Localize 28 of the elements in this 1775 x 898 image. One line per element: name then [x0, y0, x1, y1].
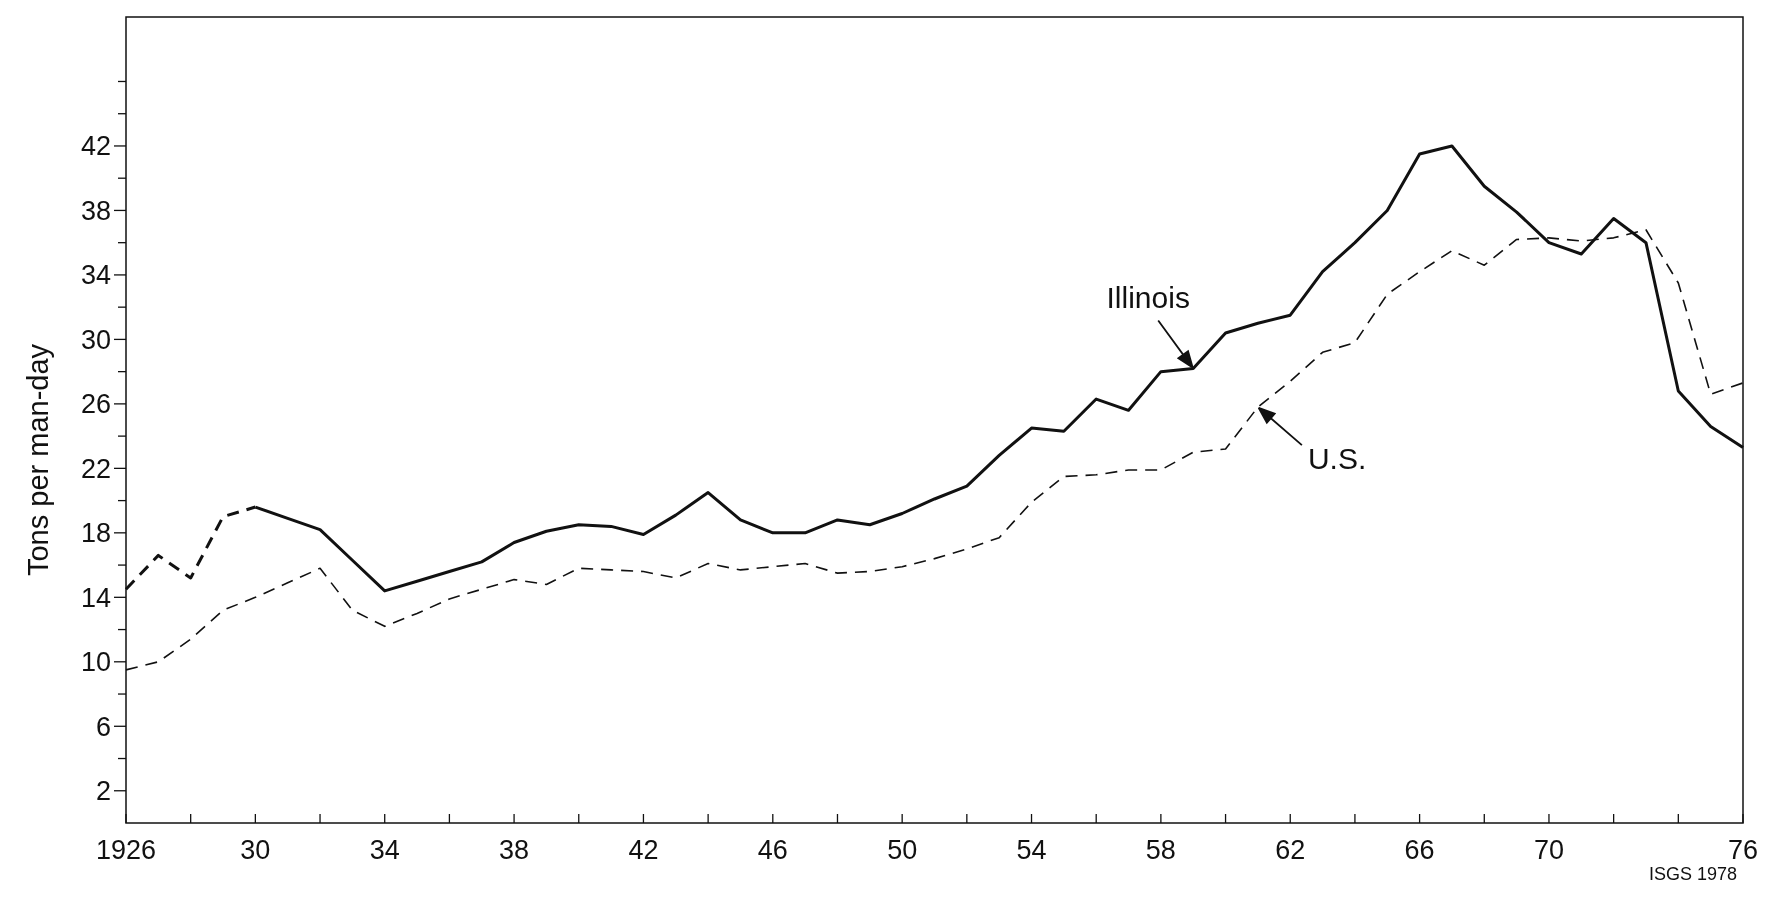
y-tick-label: 6 — [95, 711, 111, 742]
x-tick-label: 62 — [1275, 835, 1306, 865]
y-tick-label: 26 — [80, 389, 111, 420]
legend-label: U.S. — [1307, 442, 1367, 476]
y-tick-label: 30 — [80, 324, 111, 355]
text: ISGS 1978 — [1648, 864, 1737, 884]
x-tick-label: 50 — [887, 835, 918, 865]
y-axis-title: Tons per man-day — [22, 343, 54, 577]
y-tick-label: 14 — [80, 582, 111, 613]
x-tick-label: 58 — [1145, 835, 1176, 865]
x-tick-label: 38 — [499, 835, 530, 865]
x-tick-label: 76 — [1727, 835, 1759, 865]
y-tick-label: 2 — [95, 776, 111, 807]
series-label: Illinois — [1106, 281, 1190, 315]
y-tick-label: 38 — [80, 195, 111, 226]
y-tick-label: 42 — [80, 131, 111, 162]
y-tick-label: 34 — [80, 260, 111, 291]
y-tick-label: 10 — [80, 647, 111, 678]
x-tick-label: 46 — [757, 835, 788, 865]
x-tick-label: 34 — [369, 835, 400, 865]
x-tick-label: 1926 — [95, 835, 157, 865]
x-tick-label: 70 — [1533, 835, 1564, 865]
x-tick-label: 30 — [240, 835, 271, 865]
x-tick-label: 66 — [1404, 835, 1435, 865]
y-tick-label: 18 — [80, 518, 111, 549]
x-tick-label: 42 — [628, 835, 659, 865]
y-tick-label: 22 — [80, 453, 111, 484]
x-tick-label: 54 — [1016, 835, 1047, 865]
